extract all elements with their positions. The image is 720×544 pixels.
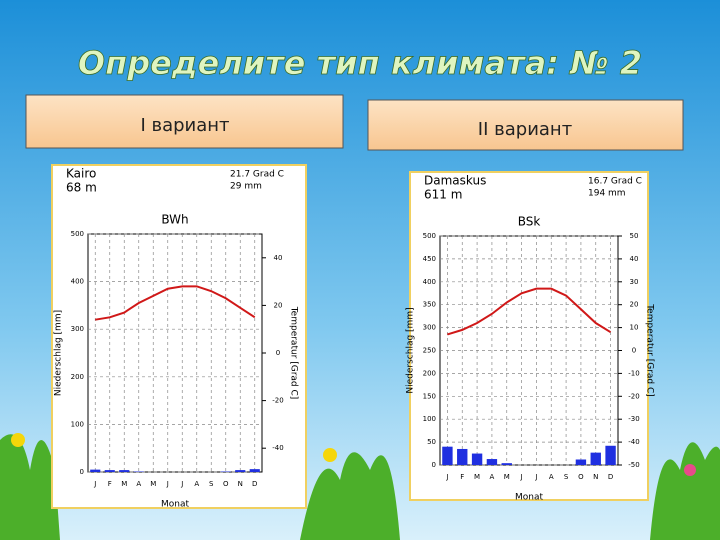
flower <box>11 433 25 447</box>
y-tick-label: 100 <box>423 415 436 423</box>
x-tick-label: S <box>209 480 214 488</box>
annotation: 194 mm <box>588 189 626 199</box>
y-tick-label: 400 <box>423 278 436 286</box>
x-tick-label: A <box>194 480 199 488</box>
annotation: 21.7 Grad C <box>230 170 284 180</box>
x-tick-label: J <box>93 480 96 488</box>
y-tick-label: 400 <box>71 278 84 286</box>
x-tick-label: J <box>534 473 537 481</box>
y2-tick-label: 40 <box>630 255 639 263</box>
slide-title: Определите тип климата: № 2 <box>78 44 642 82</box>
precipitation-bar <box>605 446 615 465</box>
y2-tick-label: -30 <box>628 415 639 423</box>
y-tick-label: 300 <box>71 325 84 333</box>
x-tick-label: N <box>238 480 243 488</box>
precipitation-bar <box>502 463 512 465</box>
y-tick-label: 0 <box>80 468 84 476</box>
y2-tick-label: -10 <box>628 369 639 377</box>
station-name: Kairo <box>66 167 96 181</box>
x-tick-label: D <box>252 480 257 488</box>
x-tick-label: A <box>136 480 141 488</box>
y2-axis-label: Temperatur [Grad C] <box>289 306 299 400</box>
precipitation-bar <box>442 447 452 465</box>
y-tick-label: 200 <box>71 373 84 381</box>
precipitation-bar <box>235 470 245 472</box>
y-tick-label: 300 <box>423 324 436 332</box>
y-tick-label: 350 <box>423 301 436 309</box>
y-tick-label: 50 <box>427 438 436 446</box>
y2-tick-label: 20 <box>630 301 639 309</box>
flower <box>684 464 696 476</box>
x-axis-label: Monat <box>161 500 189 510</box>
precipitation-bar <box>105 470 115 472</box>
y2-tick-label: -40 <box>628 438 639 446</box>
y-axis-label: Niederschlag [mm] <box>54 310 64 396</box>
y2-tick-label: -50 <box>628 461 639 469</box>
y-tick-label: 250 <box>423 347 436 355</box>
x-tick-label: J <box>180 480 183 488</box>
y2-tick-label: 0 <box>632 347 636 355</box>
flower <box>323 448 337 462</box>
annotation: 29 mm <box>230 182 262 192</box>
y2-tick-label: 50 <box>630 232 639 240</box>
variant-label: I вариант <box>140 115 229 136</box>
y-tick-label: 500 <box>71 230 84 238</box>
precipitation-bar <box>591 453 601 465</box>
x-tick-label: O <box>223 480 229 488</box>
precipitation-bar <box>472 454 482 465</box>
y2-tick-label: -40 <box>272 444 283 452</box>
climate-class: BSk <box>518 215 541 229</box>
y-tick-label: 150 <box>423 392 436 400</box>
x-tick-label: O <box>578 473 584 481</box>
x-tick-label: J <box>166 480 169 488</box>
station-name: Damaskus <box>424 174 486 188</box>
y2-tick-label: 0 <box>276 349 280 357</box>
climate-class: BWh <box>161 213 188 227</box>
y-tick-label: 450 <box>423 255 436 263</box>
x-tick-label: M <box>474 473 480 481</box>
x-tick-label: S <box>564 473 569 481</box>
precipitation-bar <box>487 459 497 465</box>
variant-label: II вариант <box>478 119 572 140</box>
x-tick-label: F <box>108 480 112 488</box>
x-tick-label: M <box>504 473 510 481</box>
y2-tick-label: -20 <box>272 397 283 405</box>
x-tick-label: A <box>490 473 495 481</box>
precipitation-bar <box>90 470 100 472</box>
y2-tick-label: -20 <box>628 392 639 400</box>
y-tick-label: 200 <box>423 369 436 377</box>
x-tick-label: M <box>150 480 156 488</box>
y-axis-label: Niederschlag [mm] <box>406 307 416 393</box>
y-tick-label: 0 <box>432 461 436 469</box>
precipitation-bar <box>576 460 586 465</box>
x-tick-label: J <box>445 473 448 481</box>
x-tick-label: M <box>121 480 127 488</box>
x-tick-label: F <box>460 473 464 481</box>
precipitation-bar <box>457 449 467 465</box>
elevation: 611 m <box>424 188 462 202</box>
y2-tick-label: 40 <box>274 254 283 262</box>
precipitation-bar <box>119 470 129 472</box>
elevation: 68 m <box>66 181 97 195</box>
x-axis-label: Monat <box>515 493 543 503</box>
y2-tick-label: 30 <box>630 278 639 286</box>
y2-axis-label: Temperatur [Grad C] <box>645 303 655 397</box>
x-tick-label: A <box>549 473 554 481</box>
y-tick-label: 100 <box>71 420 84 428</box>
precipitation-bar <box>250 469 260 472</box>
x-tick-label: N <box>593 473 598 481</box>
y-tick-label: 500 <box>423 232 436 240</box>
y2-tick-label: 10 <box>630 324 639 332</box>
x-tick-label: D <box>608 473 613 481</box>
y2-tick-label: 20 <box>274 301 283 309</box>
x-tick-label: J <box>520 473 523 481</box>
annotation: 16.7 Grad C <box>588 177 642 187</box>
